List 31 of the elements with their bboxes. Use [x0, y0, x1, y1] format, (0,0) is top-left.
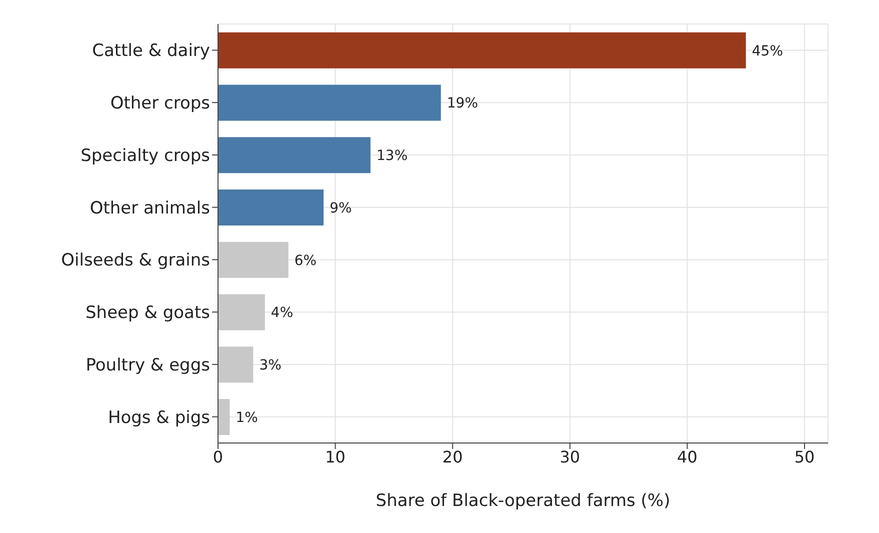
data-label: 6% [294, 252, 317, 269]
data-label: 45% [752, 43, 784, 60]
y-tick-label: Hogs & pigs [108, 408, 210, 428]
bar [218, 399, 230, 436]
y-tick-label: Oilseeds & grains [61, 250, 210, 271]
bar [218, 346, 254, 383]
x-axis-title: Share of Black-operated farms (%) [374, 491, 672, 511]
bar [218, 294, 265, 330]
x-tick-label: 40 [677, 447, 698, 466]
y-tick-label: Poultry & eggs [86, 355, 210, 376]
data-label: 1% [236, 410, 258, 426]
bar [218, 242, 288, 278]
x-tick-label: 0 [212, 447, 224, 466]
y-tick-label: Cattle & dairy [92, 41, 210, 62]
bar [218, 190, 324, 226]
data-label: 13% [376, 148, 408, 164]
data-label: 4% [270, 305, 294, 322]
x-tick-label: 50 [794, 447, 815, 466]
data-label: 3% [259, 358, 282, 374]
x-tick-label: 30 [560, 447, 580, 466]
y-tick-label: Sheep & goats [86, 303, 210, 324]
data-label: 9% [330, 200, 352, 216]
y-tick-label: Other animals [90, 198, 210, 218]
x-tick-label: 10 [325, 447, 346, 466]
bar [218, 137, 370, 174]
y-tick-label: Specialty crops [80, 146, 210, 166]
bar [218, 84, 441, 121]
y-tick-label: Other crops [110, 94, 210, 114]
data-label: 19% [446, 96, 478, 112]
bar [218, 32, 746, 68]
x-tick-label: 20 [442, 447, 463, 466]
